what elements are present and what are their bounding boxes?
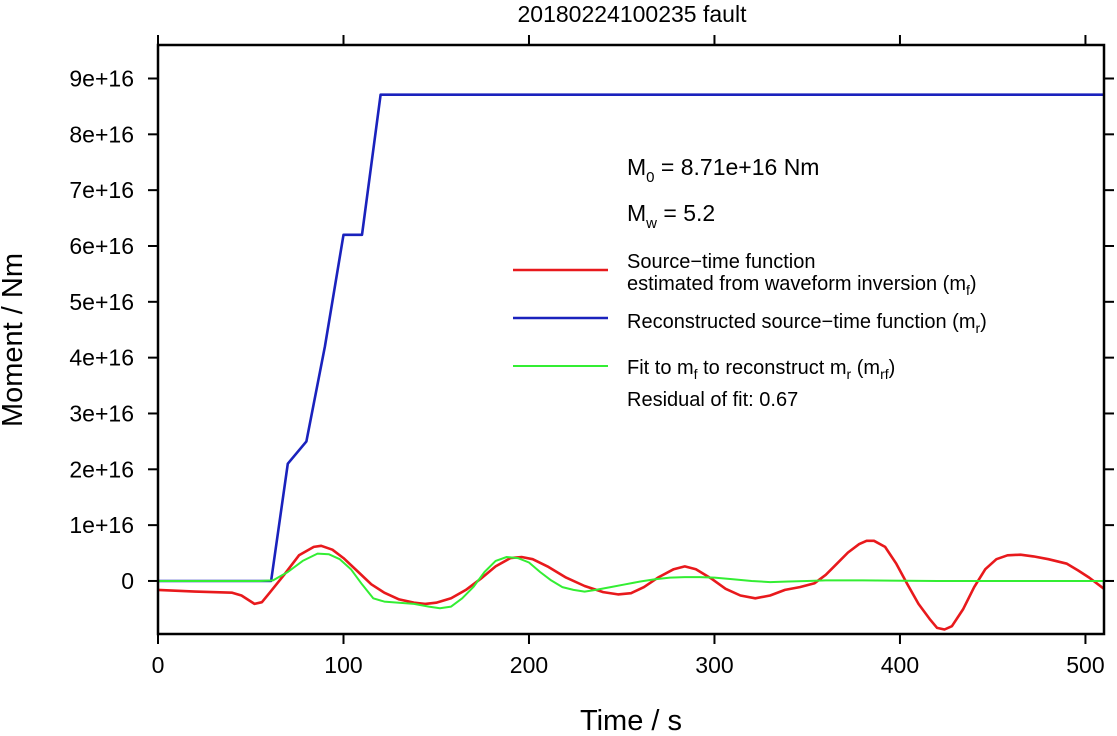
legend-label-1: estimated from waveform inversion (mf)	[627, 273, 977, 298]
series-line-1	[157, 539, 1105, 631]
plot-frame	[156, 43, 1106, 636]
x-tick-label: 200	[510, 652, 548, 678]
y-tick-label: 8e+16	[69, 121, 134, 147]
m0-subscript: 0	[646, 169, 654, 186]
series-line-2	[158, 93, 1104, 583]
x-tick-label: 500	[1066, 652, 1104, 678]
seismic-moment-annotation: M0 = 8.71e+16 Nm	[627, 154, 819, 186]
legend-label-1: Source−time function	[627, 251, 815, 273]
moment-magnitude-annotation: Mw = 5.2	[627, 200, 715, 232]
m0-symbol: M	[627, 154, 646, 180]
residual-annotation: Residual of fit: 0.67	[627, 389, 798, 411]
legend-label-2: Reconstructed source−time function (mr)	[627, 311, 987, 336]
y-tick-label: 6e+16	[69, 233, 134, 259]
legend-label-3: Fit to mf to reconstruct mr (mrf)	[627, 357, 895, 382]
chart-title: 20180224100235 fault	[518, 1, 748, 27]
y-tick-label: 0	[121, 568, 134, 594]
mw-symbol: M	[627, 200, 646, 226]
mw-value: = 5.2	[657, 200, 715, 226]
series-line-3	[158, 552, 1104, 610]
x-tick-label: 400	[881, 652, 919, 678]
y-tick-label: 2e+16	[69, 456, 134, 482]
y-tick-label: 4e+16	[69, 345, 134, 371]
m0-value: = 8.71e+16 Nm	[655, 154, 820, 180]
y-tick-label: 7e+16	[69, 177, 134, 203]
series-layer	[157, 93, 1105, 631]
x-tick-label: 100	[324, 652, 362, 678]
y-tick-label: 1e+16	[69, 512, 134, 538]
x-tick-label: 300	[695, 652, 733, 678]
y-axis: 0 1e+16 2e+16 3e+16 4e+16 5e+16 6e+16 7e+16 8e+1…	[69, 65, 1114, 594]
y-tick-label: 5e+16	[69, 289, 134, 315]
mw-subscript: w	[645, 215, 657, 232]
y-axis-title: Moment / Nm	[0, 253, 29, 427]
x-axis: 0 100 200 300 400 500	[152, 35, 1105, 678]
x-axis-title: Time / s	[580, 705, 682, 736]
x-tick-label: 0	[152, 652, 165, 678]
y-tick-label: 9e+16	[69, 65, 134, 91]
y-tick-label: 3e+16	[69, 400, 134, 426]
